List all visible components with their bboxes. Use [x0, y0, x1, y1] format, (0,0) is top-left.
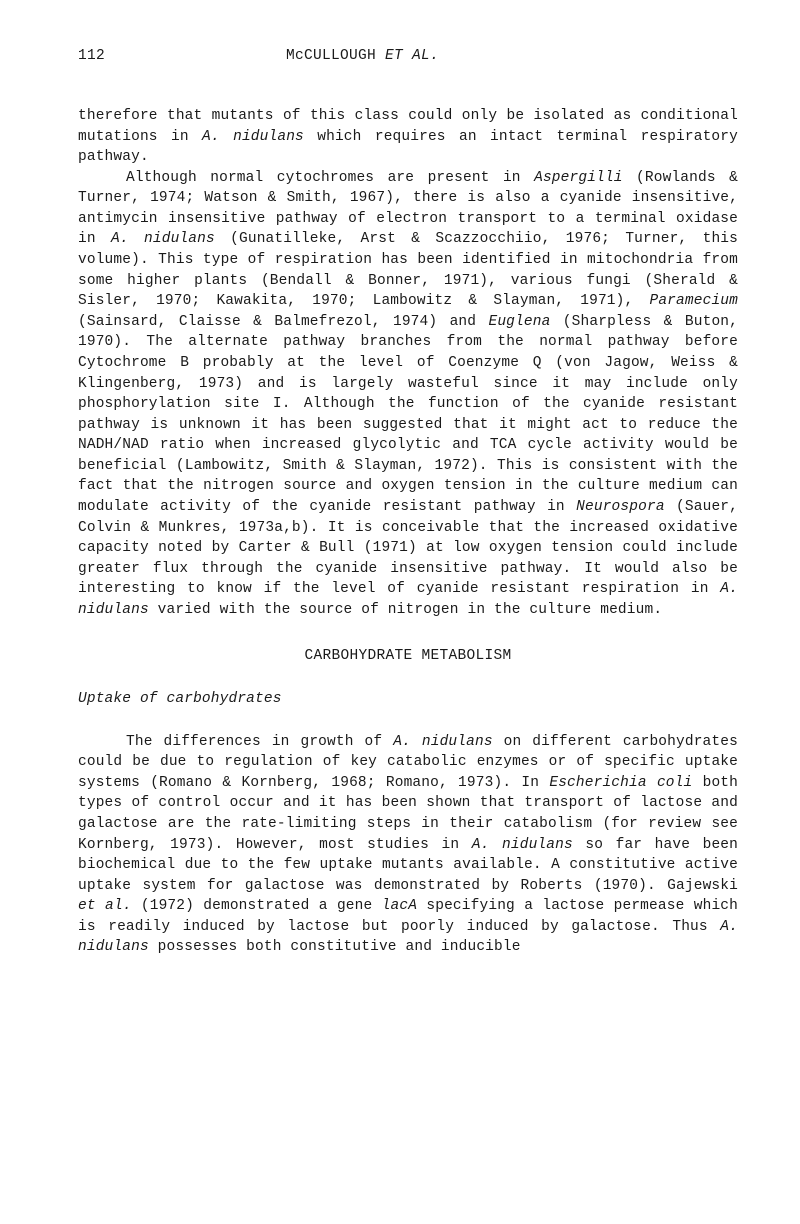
text: The differences in growth of: [126, 734, 393, 750]
italic-term: et al.: [78, 898, 132, 914]
text: possesses both constitutive and inducibl…: [149, 939, 521, 955]
page-number: 112: [78, 48, 258, 64]
text: (Sharpless & Buton, 1970). The alternate…: [78, 314, 738, 515]
paragraph-1: therefore that mutants of this class cou…: [78, 106, 738, 168]
italic-term: A. nidulans: [393, 734, 492, 750]
paragraph-3: The differences in growth of A. nidulans…: [78, 732, 738, 958]
page-header: 112 McCULLOUGH ET AL.: [78, 48, 738, 64]
text: varied with the source of nitrogen in th…: [149, 602, 662, 618]
paragraph-2: Although normal cytochromes are present …: [78, 168, 738, 621]
text: (1972) demonstrated a gene: [132, 898, 382, 914]
running-head-ital: ET AL.: [385, 48, 439, 64]
italic-term: A. nidulans: [472, 837, 573, 853]
italic-term: lacA: [382, 898, 417, 914]
running-head-plain: McCULLOUGH: [286, 48, 385, 64]
italic-term: Escherichia coli: [549, 775, 692, 791]
italic-term: Neurospora: [576, 499, 665, 515]
italic-term: A. nidulans: [111, 231, 215, 247]
text: (Sainsard, Claisse & Balmefrezol, 1974) …: [78, 314, 488, 330]
subheading: Uptake of carbohydrates: [78, 689, 738, 710]
italic-term: Euglena: [488, 314, 550, 330]
italic-term: Paramecium: [649, 293, 738, 309]
text: Although normal cytochromes are present …: [126, 170, 534, 186]
italic-term: A. nidulans: [202, 129, 304, 145]
section-heading: CARBOHYDRATE METABOLISM: [78, 646, 738, 667]
body-text: therefore that mutants of this class cou…: [78, 106, 738, 958]
italic-term: Aspergilli: [534, 170, 623, 186]
page-container: 112 McCULLOUGH ET AL. therefore that mut…: [0, 0, 800, 1006]
running-head: McCULLOUGH ET AL.: [258, 48, 738, 64]
